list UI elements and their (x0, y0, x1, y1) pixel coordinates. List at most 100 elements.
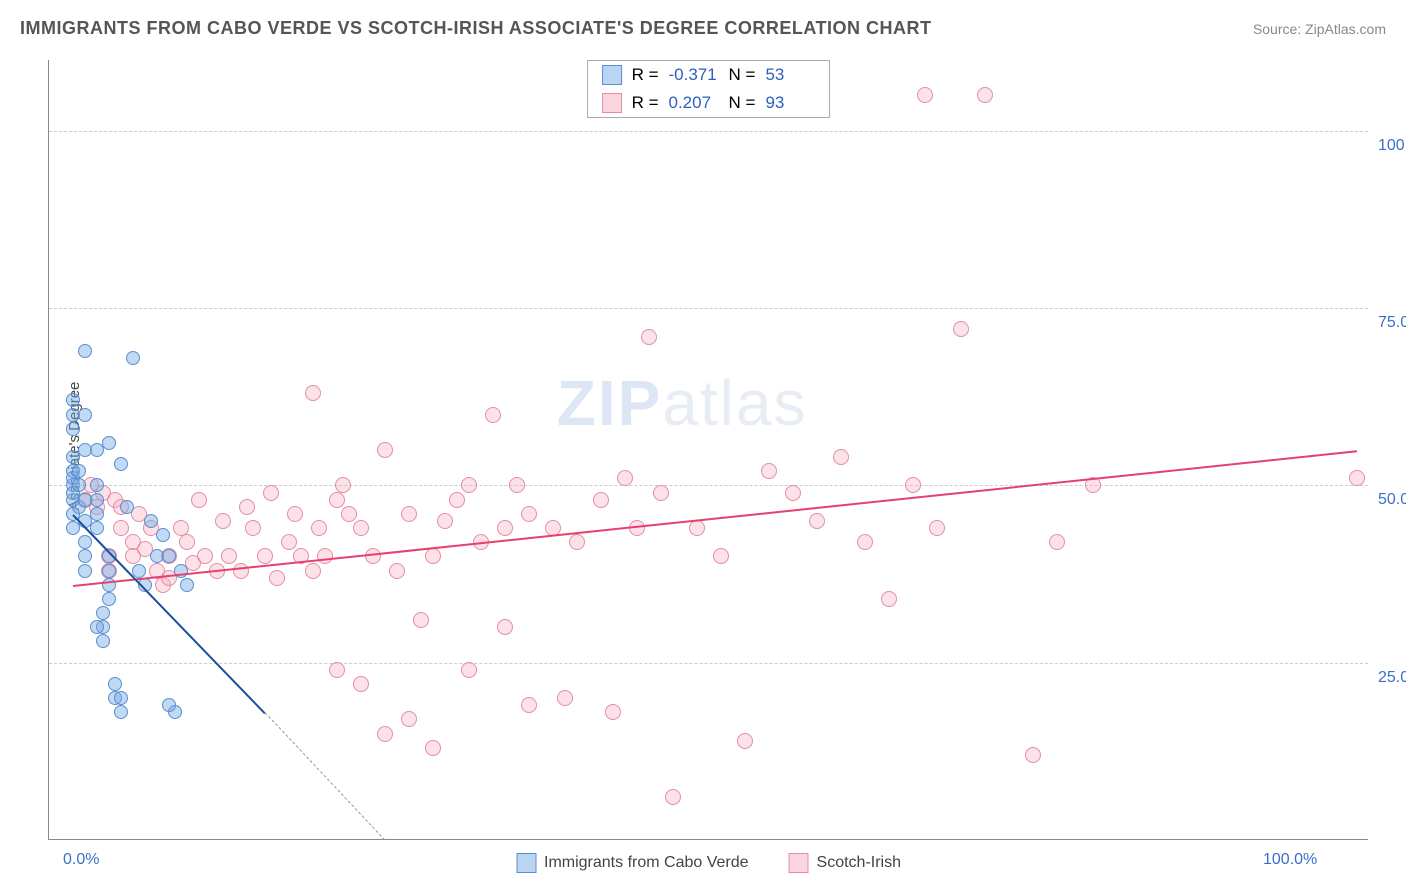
scatter-point-blue (102, 436, 116, 450)
correlation-stats-box: R = -0.371 N = 53 R = 0.207 N = 93 (587, 60, 831, 118)
swatch-pink-icon (602, 93, 622, 113)
scatter-point-pink (485, 407, 501, 423)
scatter-point-blue (90, 507, 104, 521)
scatter-point-pink (401, 506, 417, 522)
scatter-point-blue (162, 549, 176, 563)
scatter-point-blue (78, 408, 92, 422)
scatter-point-pink (389, 563, 405, 579)
scatter-point-pink (191, 492, 207, 508)
chart-source: Source: ZipAtlas.com (1253, 21, 1386, 37)
scatter-point-pink (497, 619, 513, 635)
scatter-point-pink (737, 733, 753, 749)
trendline-pink (73, 450, 1357, 587)
scatter-point-pink (281, 534, 297, 550)
stat-r-pink: 0.207 (669, 93, 719, 113)
scatter-point-pink (377, 442, 393, 458)
legend-label-pink: Scotch-Irish (817, 854, 901, 872)
scatter-point-pink (509, 477, 525, 493)
scatter-point-blue (144, 514, 158, 528)
gridline-h (49, 308, 1368, 309)
stat-r-label: R = (632, 65, 659, 85)
scatter-point-pink (329, 492, 345, 508)
scatter-point-pink (287, 506, 303, 522)
scatter-point-pink (197, 548, 213, 564)
scatter-point-pink (437, 513, 453, 529)
trendline-blue-dashed (265, 713, 386, 841)
scatter-point-pink (809, 513, 825, 529)
scatter-point-pink (977, 87, 993, 103)
scatter-point-pink (617, 470, 633, 486)
legend-item-pink: Scotch-Irish (789, 853, 901, 873)
stat-n-blue: 53 (765, 65, 815, 85)
scatter-point-pink (329, 662, 345, 678)
legend-label-blue: Immigrants from Cabo Verde (544, 854, 749, 872)
y-tick-label: 100.0% (1378, 137, 1406, 155)
scatter-point-blue (72, 478, 86, 492)
scatter-point-blue (66, 393, 80, 407)
scatter-point-blue (78, 564, 92, 578)
scatter-point-blue (120, 500, 134, 514)
scatter-point-pink (341, 506, 357, 522)
scatter-point-pink (365, 548, 381, 564)
scatter-point-pink (929, 520, 945, 536)
scatter-point-blue (102, 564, 116, 578)
stats-row-pink: R = 0.207 N = 93 (588, 89, 830, 117)
scatter-point-pink (833, 449, 849, 465)
scatter-point-pink (425, 740, 441, 756)
stat-n-pink: 93 (765, 93, 815, 113)
scatter-point-pink (305, 385, 321, 401)
scatter-point-blue (114, 705, 128, 719)
scatter-point-pink (305, 563, 321, 579)
scatter-point-pink (401, 711, 417, 727)
scatter-point-blue (90, 620, 104, 634)
swatch-blue-icon (516, 853, 536, 873)
scatter-point-blue (180, 578, 194, 592)
legend-item-blue: Immigrants from Cabo Verde (516, 853, 749, 873)
scatter-point-pink (881, 591, 897, 607)
scatter-point-blue (102, 592, 116, 606)
y-tick-label: 50.0% (1378, 491, 1406, 509)
stat-r-label: R = (632, 93, 659, 113)
scatter-point-blue (108, 677, 122, 691)
scatter-point-blue (90, 493, 104, 507)
scatter-point-pink (257, 548, 273, 564)
scatter-point-blue (66, 422, 80, 436)
scatter-point-blue (72, 464, 86, 478)
scatter-point-pink (713, 548, 729, 564)
scatter-point-pink (233, 563, 249, 579)
scatter-point-blue (90, 478, 104, 492)
scatter-point-pink (269, 570, 285, 586)
scatter-point-pink (245, 520, 261, 536)
scatter-point-pink (377, 726, 393, 742)
scatter-point-pink (569, 534, 585, 550)
stats-row-blue: R = -0.371 N = 53 (588, 61, 830, 89)
scatter-point-pink (461, 477, 477, 493)
scatter-point-pink (353, 520, 369, 536)
scatter-point-pink (857, 534, 873, 550)
scatter-point-blue (114, 457, 128, 471)
scatter-point-blue (78, 535, 92, 549)
watermark-zip: ZIP (557, 367, 663, 439)
chart-title: IMMIGRANTS FROM CABO VERDE VS SCOTCH-IRI… (20, 18, 931, 39)
scatter-point-pink (311, 520, 327, 536)
scatter-point-blue (78, 344, 92, 358)
scatter-point-pink (521, 697, 537, 713)
scatter-point-pink (1025, 747, 1041, 763)
scatter-point-pink (335, 477, 351, 493)
scatter-point-blue (162, 698, 176, 712)
scatter-point-pink (221, 548, 237, 564)
scatter-point-blue (96, 606, 110, 620)
stat-n-label: N = (729, 65, 756, 85)
scatter-point-pink (449, 492, 465, 508)
scatter-point-blue (96, 634, 110, 648)
scatter-point-pink (557, 690, 573, 706)
watermark: ZIPatlas (557, 366, 808, 440)
swatch-blue-icon (602, 65, 622, 85)
scatter-point-pink (761, 463, 777, 479)
scatter-point-pink (1049, 534, 1065, 550)
scatter-point-pink (461, 662, 477, 678)
scatter-point-pink (497, 520, 513, 536)
gridline-h (49, 663, 1368, 664)
scatter-point-blue (114, 691, 128, 705)
gridline-h (49, 131, 1368, 132)
